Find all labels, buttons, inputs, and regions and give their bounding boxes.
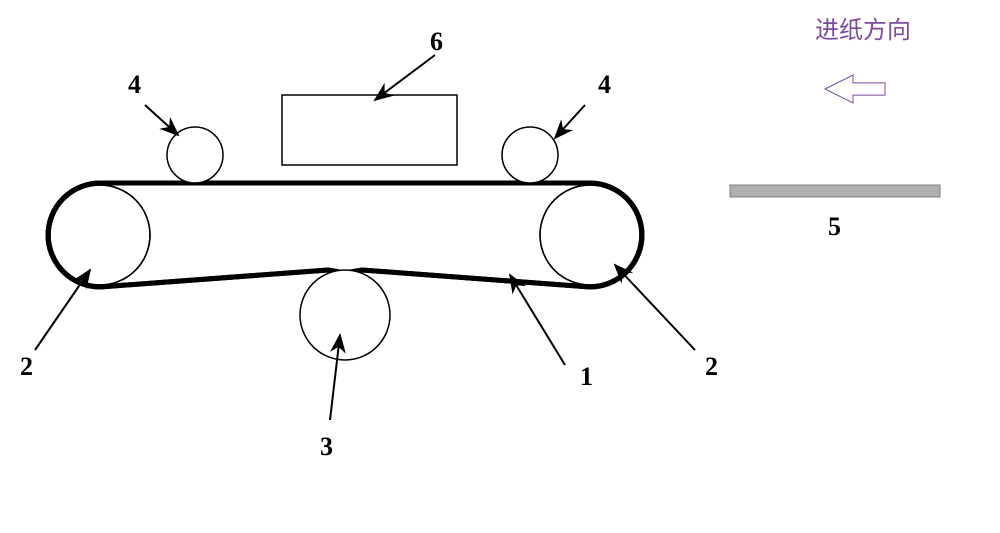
label-6: 6 (430, 27, 443, 56)
label-3: 3 (320, 432, 333, 461)
pointer-4-left (145, 105, 178, 135)
press-roller-right (502, 127, 558, 183)
label-1: 1 (580, 362, 593, 391)
pointer-1 (510, 275, 565, 365)
mechanism-diagram: 1 2 2 3 4 4 5 6 进纸方向 (0, 0, 1000, 533)
press-roller-left (167, 127, 223, 183)
pointer-6 (375, 55, 435, 100)
tension-roller (300, 270, 390, 360)
pointer-4-right (555, 105, 585, 138)
pointer-2-right (615, 265, 695, 350)
label-2-right: 2 (705, 352, 718, 381)
label-5: 5 (828, 212, 841, 241)
label-2-left: 2 (20, 352, 33, 381)
feed-direction-label: 进纸方向 (815, 17, 911, 44)
module-box (282, 95, 457, 165)
label-4-left: 4 (128, 70, 141, 99)
label-4-right: 4 (598, 70, 611, 99)
feed-direction-arrow (825, 75, 885, 103)
pointer-2-left (35, 270, 90, 350)
paper-strip (730, 185, 940, 197)
